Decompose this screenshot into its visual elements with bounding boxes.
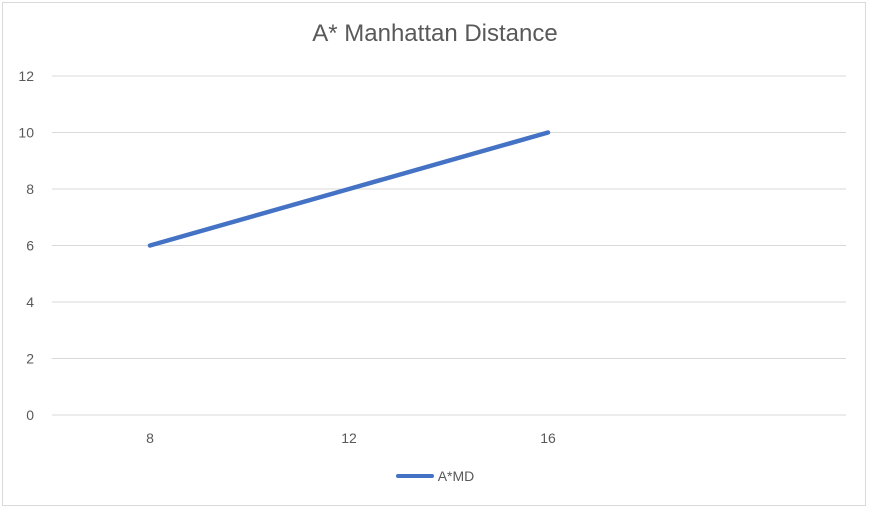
legend-line-swatch xyxy=(395,474,434,478)
y-tick-label: 10 xyxy=(18,125,34,141)
legend-label: A*MD xyxy=(437,468,475,484)
x-tick-label: 12 xyxy=(341,430,357,446)
y-tick-label: 6 xyxy=(26,238,34,254)
y-tick-label: 4 xyxy=(26,294,34,310)
series-line xyxy=(147,130,551,248)
y-tick-label: 0 xyxy=(26,407,34,423)
y-tick-label: 12 xyxy=(18,68,34,84)
y-tick-label: 8 xyxy=(26,181,34,197)
x-tick-label: 8 xyxy=(146,430,154,446)
chart-title: A* Manhattan Distance xyxy=(312,20,558,47)
y-tick-label: 2 xyxy=(26,351,34,367)
legend: A*MD xyxy=(0,468,870,484)
x-tick-label: 16 xyxy=(540,430,556,446)
